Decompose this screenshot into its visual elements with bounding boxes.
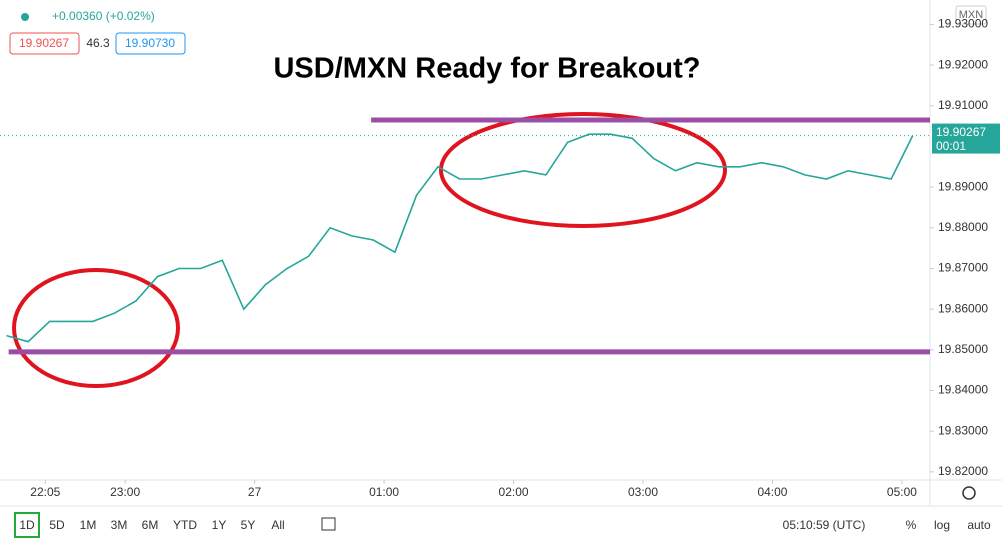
y-tick-label: 19.87000	[938, 261, 988, 275]
x-tick-label: 02:00	[499, 485, 529, 499]
ask: 19.90730	[125, 36, 175, 50]
symbol-box	[955, 5, 987, 25]
compare-icon[interactable]	[321, 517, 336, 531]
x-tick-label: 22:05	[30, 485, 60, 499]
last-price-box	[932, 123, 1000, 154]
change: +0.00360 (+0.02%)	[52, 9, 155, 23]
y-tick-label: 19.91000	[938, 98, 988, 112]
range-button[interactable]: 1M	[80, 518, 97, 532]
percent-button[interactable]: %	[906, 518, 917, 532]
highlight-ellipse	[12, 268, 180, 388]
countdown: 00:01	[936, 139, 966, 153]
x-tick-label: 04:00	[757, 485, 787, 499]
range-button[interactable]: 5D	[49, 518, 65, 532]
x-tick-label: 27	[248, 485, 262, 499]
range-button[interactable]: All	[271, 518, 284, 532]
y-tick-label: 19.86000	[938, 301, 988, 315]
spread: 46.3	[86, 36, 110, 50]
range-button[interactable]: YTD	[173, 518, 197, 532]
log-button[interactable]: log	[934, 518, 950, 532]
range-selected	[14, 512, 40, 538]
y-tick-label: 19.92000	[938, 57, 988, 71]
range-button[interactable]: 6M	[142, 518, 159, 532]
price-line	[6, 133, 914, 343]
y-tick-label: 19.85000	[938, 342, 988, 356]
bid-box	[9, 32, 80, 55]
range-button[interactable]: 3M	[111, 518, 128, 532]
range-button[interactable]: 1D	[19, 518, 35, 532]
highlight-ellipse	[439, 112, 727, 228]
settings-icon[interactable]	[962, 486, 976, 500]
symbol: MXN	[959, 9, 984, 21]
x-tick-label: 05:00	[887, 485, 917, 499]
clock: 05:10:59 (UTC)	[783, 518, 866, 532]
y-tick-label: 19.83000	[938, 423, 988, 437]
y-tick-label: 19.82000	[938, 464, 988, 478]
status-dot	[21, 13, 29, 21]
bid: 19.90267	[19, 36, 69, 50]
x-tick-label: 01:00	[369, 485, 399, 499]
x-tick-label: 03:00	[628, 485, 658, 499]
y-tick-label: 19.93000	[938, 17, 988, 31]
auto-button[interactable]: auto	[967, 518, 991, 532]
ask-box	[115, 32, 186, 55]
last-price-label: 19.90267	[936, 125, 986, 139]
range-button[interactable]: 1Y	[212, 518, 227, 532]
range-button[interactable]: 5Y	[241, 518, 256, 532]
x-tick-label: 23:00	[110, 485, 140, 499]
y-tick-label: 19.84000	[938, 383, 988, 397]
chart-title: USD/MXN Ready for Breakout?	[273, 53, 700, 85]
y-tick-label: 19.89000	[938, 179, 988, 193]
y-tick-label: 19.88000	[938, 220, 988, 234]
